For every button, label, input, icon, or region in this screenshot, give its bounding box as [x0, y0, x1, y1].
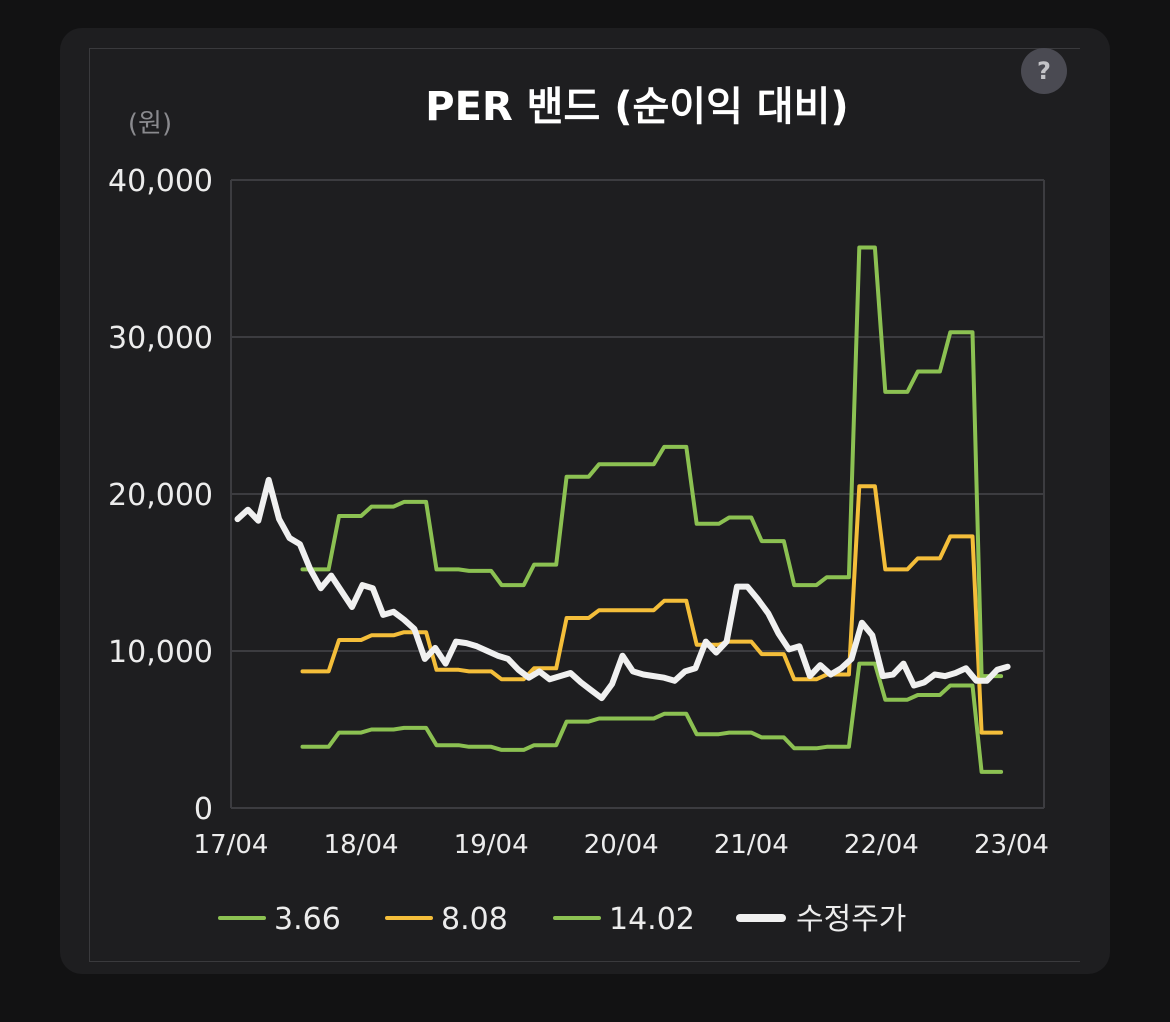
x-axis: 17/04 18/04 19/04 20/04 21/04 22/04 23/04	[194, 830, 1049, 860]
legend-label: 14.02	[609, 902, 695, 937]
y-tick-label: 40,000	[108, 164, 213, 199]
series-line-0	[300, 661, 1004, 774]
x-tick-label: 22/04	[844, 830, 919, 860]
series-line-1	[300, 484, 1004, 735]
x-tick-label: 23/04	[974, 830, 1049, 860]
x-tick-label: 19/04	[454, 830, 529, 860]
x-tick-label: 21/04	[714, 830, 789, 860]
y-tick-label: 10,000	[108, 635, 213, 670]
x-tick-label: 20/04	[584, 830, 659, 860]
y-tick-label: 0	[194, 792, 213, 827]
series-line-2	[300, 245, 1004, 679]
grid	[230, 179, 1045, 809]
legend-label: 8.08	[441, 902, 508, 937]
series-lines	[234, 245, 1011, 774]
y-unit-label: (원)	[128, 109, 172, 139]
legend-label: 3.66	[274, 902, 341, 937]
legend-label: 수정주가	[796, 902, 906, 937]
x-tick-label: 18/04	[324, 830, 399, 860]
y-tick-label: 20,000	[108, 478, 213, 513]
legend: 3.66 8.08 14.02 수정주가	[218, 902, 906, 937]
help-button[interactable]: ?	[1021, 48, 1067, 94]
series-line-3	[234, 476, 1011, 702]
question-icon: ?	[1037, 57, 1051, 85]
y-axis: 0 10,000 20,000 30,000 40,000	[108, 164, 213, 827]
chart-card	[60, 28, 1110, 974]
chart-title: PER 밴드 (순이익 대비)	[425, 84, 848, 130]
y-tick-label: 30,000	[108, 321, 213, 356]
chart-frame	[89, 48, 1080, 962]
x-tick-label: 17/04	[194, 830, 269, 860]
